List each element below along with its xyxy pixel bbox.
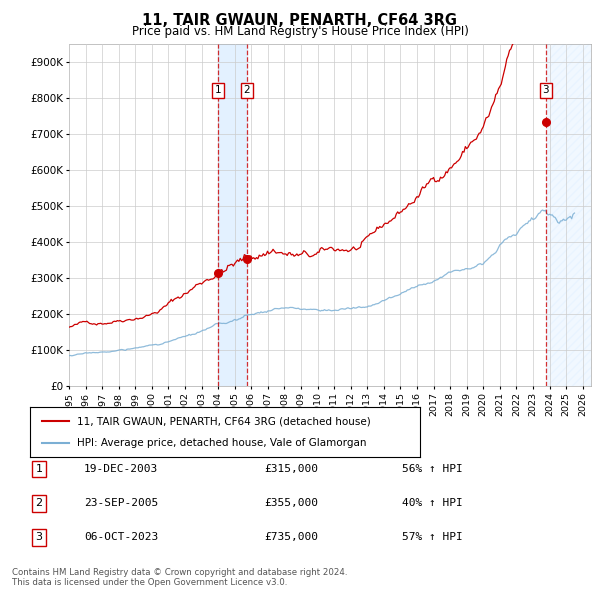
- Text: 56% ↑ HPI: 56% ↑ HPI: [402, 464, 463, 474]
- Text: HPI: Average price, detached house, Vale of Glamorgan: HPI: Average price, detached house, Vale…: [77, 438, 366, 448]
- Bar: [546, 44, 591, 386]
- Text: 11, TAIR GWAUN, PENARTH, CF64 3RG (detached house): 11, TAIR GWAUN, PENARTH, CF64 3RG (detac…: [77, 416, 371, 426]
- Text: 40% ↑ HPI: 40% ↑ HPI: [402, 499, 463, 508]
- Text: £735,000: £735,000: [264, 533, 318, 542]
- Text: £315,000: £315,000: [264, 464, 318, 474]
- Text: 2: 2: [35, 499, 43, 508]
- Text: 1: 1: [35, 464, 43, 474]
- Text: 06-OCT-2023: 06-OCT-2023: [84, 533, 158, 542]
- Text: 11, TAIR GWAUN, PENARTH, CF64 3RG: 11, TAIR GWAUN, PENARTH, CF64 3RG: [143, 13, 458, 28]
- Text: 23-SEP-2005: 23-SEP-2005: [84, 499, 158, 508]
- Text: 3: 3: [542, 86, 549, 96]
- Bar: [218, 44, 247, 386]
- Text: Price paid vs. HM Land Registry's House Price Index (HPI): Price paid vs. HM Land Registry's House …: [131, 25, 469, 38]
- Text: 1: 1: [214, 86, 221, 96]
- Text: £355,000: £355,000: [264, 499, 318, 508]
- Text: Contains HM Land Registry data © Crown copyright and database right 2024.
This d: Contains HM Land Registry data © Crown c…: [12, 568, 347, 587]
- Text: 3: 3: [35, 533, 43, 542]
- Text: 19-DEC-2003: 19-DEC-2003: [84, 464, 158, 474]
- Text: 2: 2: [244, 86, 250, 96]
- Text: 57% ↑ HPI: 57% ↑ HPI: [402, 533, 463, 542]
